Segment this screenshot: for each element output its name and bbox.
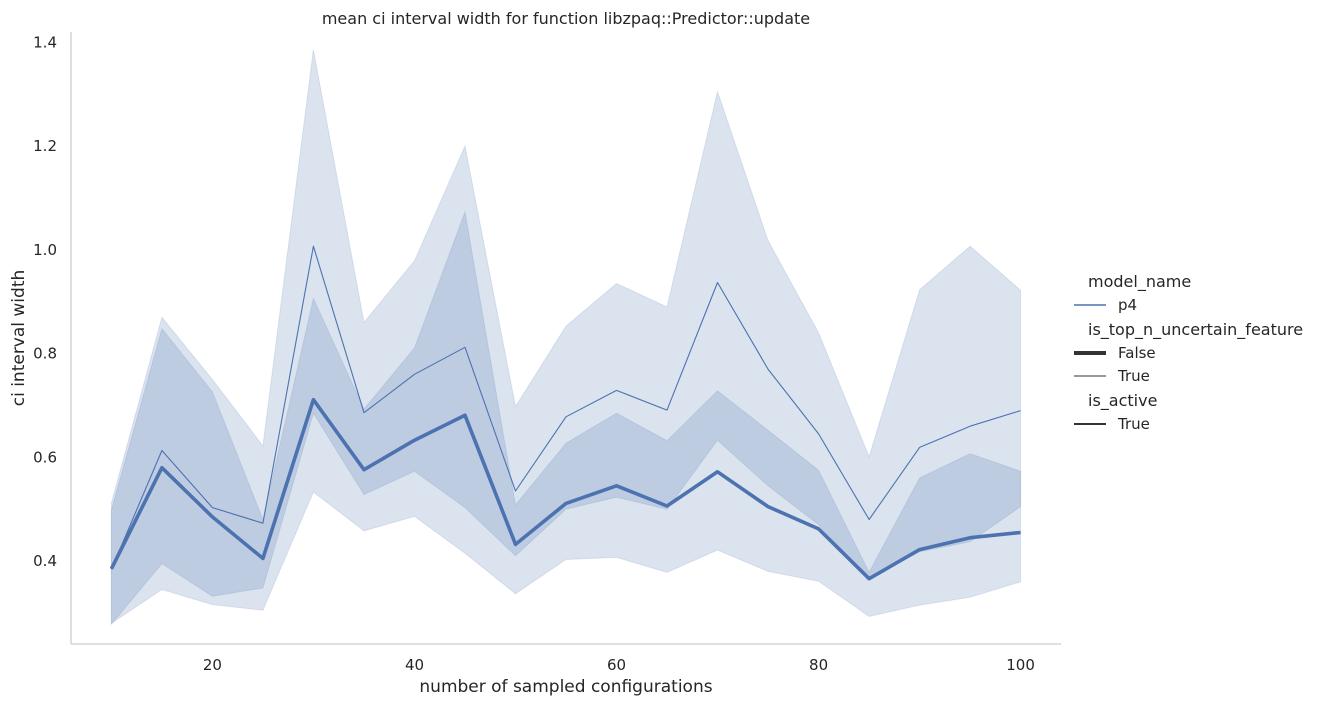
y-ticks: 0.4 0.6 0.8 1.0 1.2 1.4 xyxy=(33,33,57,570)
data-point-true xyxy=(968,424,972,428)
legend: model_name p4 is_top_n_uncertain_feature Fa… xyxy=(1074,272,1303,433)
x-tick-label: 20 xyxy=(203,656,222,674)
chart-title: mean ci interval width for function libz… xyxy=(322,9,810,28)
data-point-false xyxy=(311,398,315,402)
legend-entry: True xyxy=(1117,367,1150,385)
data-point-true xyxy=(413,372,417,376)
ci-band-false xyxy=(110,210,1022,626)
legend-entry: True xyxy=(1117,415,1150,433)
data-point-true xyxy=(615,388,619,392)
data-point-false xyxy=(766,505,770,509)
data-point-false xyxy=(210,515,214,519)
data-point-true xyxy=(817,432,821,436)
data-point-true xyxy=(665,408,669,412)
x-tick-label: 40 xyxy=(405,656,424,674)
data-point-true xyxy=(1019,409,1023,413)
y-tick-label: 0.4 xyxy=(33,552,57,570)
series-line-false xyxy=(109,397,1021,581)
legend-entry: p4 xyxy=(1118,296,1137,314)
data-point-true xyxy=(210,506,214,510)
data-point-false xyxy=(817,527,821,531)
data-point-true xyxy=(867,518,871,522)
data-point-false xyxy=(615,484,619,488)
data-point-true xyxy=(463,345,467,349)
data-point-true xyxy=(514,489,518,493)
data-point-false xyxy=(413,438,417,442)
data-point-false xyxy=(564,501,568,505)
x-axis-label: number of sampled configurations xyxy=(419,677,712,697)
data-point-false xyxy=(463,413,467,417)
data-point-false xyxy=(514,542,518,546)
legend-entry: False xyxy=(1118,344,1156,362)
data-point-true xyxy=(362,411,366,415)
data-point-true xyxy=(564,415,568,419)
data-point-false xyxy=(261,556,265,560)
data-point-false xyxy=(1019,531,1023,535)
data-point-false xyxy=(918,548,922,552)
y-tick-label: 1.4 xyxy=(33,33,57,51)
y-tick-label: 0.8 xyxy=(33,345,57,363)
legend-title: is_top_n_uncertain_feature xyxy=(1088,320,1303,340)
data-point-true xyxy=(766,367,770,371)
y-tick-label: 1.2 xyxy=(33,137,57,155)
legend-title: is_active xyxy=(1088,391,1157,411)
ci-bands xyxy=(110,49,1022,626)
data-point-false xyxy=(362,468,366,472)
series-line-true xyxy=(110,245,1021,570)
data-point-false xyxy=(665,504,669,508)
x-tick-label: 100 xyxy=(1006,656,1035,674)
x-tick-label: 60 xyxy=(607,656,626,674)
ci-band-true xyxy=(110,49,1022,625)
data-point-true xyxy=(261,521,265,525)
series-lines xyxy=(109,244,1023,581)
data-point-false xyxy=(716,470,720,474)
data-point-false xyxy=(160,466,164,470)
x-ticks: 20 40 60 80 100 xyxy=(203,656,1035,674)
data-point-false xyxy=(968,536,972,540)
data-point-true xyxy=(311,244,315,248)
x-tick-label: 80 xyxy=(809,656,828,674)
data-point-false xyxy=(867,577,871,581)
data-point-true xyxy=(716,281,720,285)
y-tick-label: 1.0 xyxy=(33,241,57,259)
y-tick-label: 0.6 xyxy=(33,448,57,466)
data-point-true xyxy=(160,449,164,453)
data-point-true xyxy=(109,567,113,571)
legend-title: model_name xyxy=(1088,272,1191,292)
data-point-true xyxy=(918,445,922,449)
y-axis-label: ci interval width xyxy=(9,270,29,407)
